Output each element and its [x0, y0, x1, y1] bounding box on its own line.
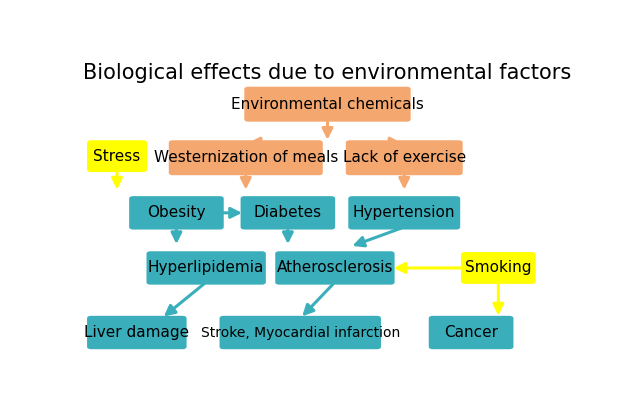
- FancyBboxPatch shape: [169, 140, 323, 175]
- Text: Atherosclerosis: Atherosclerosis: [277, 261, 393, 275]
- FancyBboxPatch shape: [348, 196, 460, 229]
- FancyBboxPatch shape: [220, 316, 381, 349]
- Text: Hyperlipidemia: Hyperlipidemia: [148, 261, 265, 275]
- Text: Hypertension: Hypertension: [353, 205, 456, 220]
- FancyBboxPatch shape: [87, 316, 187, 349]
- FancyBboxPatch shape: [244, 87, 411, 121]
- Text: Environmental chemicals: Environmental chemicals: [231, 97, 424, 112]
- Text: Biological effects due to environmental factors: Biological effects due to environmental …: [83, 63, 572, 83]
- Text: Diabetes: Diabetes: [254, 205, 322, 220]
- Text: Obesity: Obesity: [147, 205, 206, 220]
- Text: Stress: Stress: [93, 148, 141, 164]
- FancyBboxPatch shape: [429, 316, 514, 349]
- FancyBboxPatch shape: [129, 196, 224, 229]
- FancyBboxPatch shape: [146, 251, 266, 285]
- Text: Westernization of meals: Westernization of meals: [153, 150, 338, 165]
- FancyBboxPatch shape: [346, 140, 463, 175]
- Text: Stroke, Myocardial infarction: Stroke, Myocardial infarction: [201, 326, 400, 339]
- FancyBboxPatch shape: [461, 252, 535, 284]
- Text: Liver damage: Liver damage: [84, 325, 189, 340]
- FancyBboxPatch shape: [87, 140, 147, 172]
- Text: Lack of exercise: Lack of exercise: [343, 150, 466, 165]
- FancyBboxPatch shape: [275, 251, 395, 285]
- Text: Smoking: Smoking: [465, 261, 532, 275]
- Text: Cancer: Cancer: [444, 325, 498, 340]
- FancyBboxPatch shape: [240, 196, 335, 229]
